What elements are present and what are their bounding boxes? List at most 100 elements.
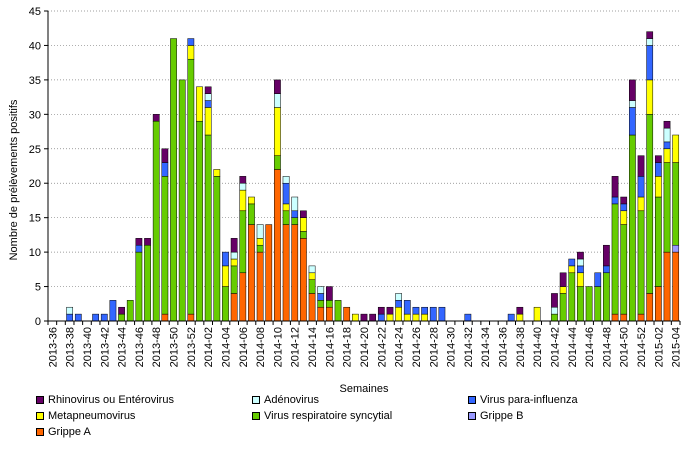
- bar-segment: [386, 306, 394, 315]
- bar-segment: [351, 313, 359, 322]
- bar-segment: [66, 313, 74, 322]
- bar-segment: [109, 300, 117, 322]
- bar-segment: [585, 286, 593, 322]
- x-tick-label: 2014-44: [567, 327, 579, 367]
- bar-segment: [663, 120, 671, 129]
- bar-segment: [620, 313, 628, 322]
- x-tick-label: 2015-02: [653, 327, 665, 367]
- bar-segment: [395, 293, 402, 301]
- x-tick-label: 2013-50: [169, 327, 181, 367]
- bar-segment: [135, 238, 143, 246]
- x-tick-label: 2014-40: [532, 327, 544, 367]
- bar-segment: [317, 306, 325, 322]
- bar-segment: [118, 306, 125, 315]
- bar-segment: [204, 86, 212, 94]
- bar-segment: [403, 300, 411, 315]
- bar-segment: [646, 45, 654, 81]
- legend-item: Virus respiratoire syncytial: [252, 410, 392, 422]
- bars: [66, 31, 680, 322]
- bar-segment: [577, 251, 584, 260]
- x-tick-label: 2014-28: [428, 327, 440, 367]
- bar-segment: [291, 224, 299, 322]
- legend-label: Virus para-influenza: [480, 394, 578, 406]
- bar-segment: [239, 189, 247, 212]
- bar-segment: [603, 272, 610, 322]
- x-tick-label: 2013-44: [117, 327, 129, 367]
- x-tick-label: 2014-22: [376, 327, 388, 367]
- bar-segment: [161, 162, 169, 177]
- y-tick-label: 10: [29, 247, 41, 259]
- legend-swatch: [468, 412, 476, 420]
- bar-segment: [577, 258, 584, 267]
- bar-segment: [672, 134, 680, 163]
- bar-segment: [222, 265, 229, 287]
- bar-segment: [248, 203, 255, 225]
- bar-segment: [654, 162, 662, 177]
- bar-segment: [230, 265, 238, 294]
- legend-item: Virus para-influenza: [468, 394, 578, 406]
- bar-segment: [334, 300, 342, 322]
- bar-segment: [178, 79, 186, 322]
- bar-segment: [551, 313, 558, 322]
- bar-segment: [282, 203, 290, 212]
- x-tick-label: 2014-34: [480, 327, 492, 367]
- bar-segment: [213, 169, 221, 177]
- bar-segment: [551, 306, 558, 315]
- bar-segment: [672, 162, 680, 246]
- bar-segment: [317, 300, 325, 308]
- bar-segment: [187, 45, 195, 60]
- bar-segment: [577, 272, 584, 287]
- x-tick-label: 2013-48: [151, 327, 163, 367]
- bar-segment: [654, 176, 662, 198]
- bar-segment: [204, 100, 212, 108]
- bar-segment: [213, 176, 221, 322]
- bar-segment: [663, 127, 671, 143]
- legend-item: Grippe A: [36, 426, 91, 438]
- bar-segment: [230, 251, 238, 260]
- x-tick-label: 2013-46: [134, 327, 146, 367]
- bar-segment: [654, 155, 662, 163]
- x-tick-label: 2014-16: [324, 327, 336, 367]
- bar-segment: [126, 300, 134, 322]
- bar-segment: [663, 162, 671, 253]
- legend-label: Virus respiratoire syncytial: [264, 410, 393, 422]
- bar-segment: [629, 134, 636, 322]
- bar-segment: [152, 120, 160, 322]
- bar-segment: [646, 31, 654, 39]
- bar-segment: [300, 217, 307, 232]
- bar-segment: [429, 306, 437, 322]
- bar-segment: [74, 313, 82, 322]
- bar-segment: [412, 306, 420, 315]
- x-tick-labels: 2013-36 2013-38 2013-40 2013-42 2013-44 2013-…: [47, 327, 682, 367]
- bar-segment: [274, 155, 281, 170]
- x-tick-label: 2013-38: [65, 327, 77, 367]
- legend-swatch: [252, 396, 260, 404]
- bar-segment: [577, 265, 584, 274]
- bar-segment: [256, 244, 264, 253]
- legend-swatch: [252, 412, 260, 420]
- x-tick-label: 2014-38: [515, 327, 527, 367]
- bar-segment: [464, 313, 472, 322]
- bar-segment: [204, 93, 212, 101]
- y-tick-label: 35: [29, 75, 41, 87]
- bar-segment: [654, 196, 662, 287]
- bar-segment: [646, 293, 654, 322]
- x-tick-label: 2014-14: [307, 327, 319, 367]
- x-tick-label: 2014-08: [255, 327, 267, 367]
- bar-segment: [187, 38, 195, 46]
- bar-segment: [403, 313, 411, 322]
- bar-segment: [239, 182, 247, 191]
- bar-segment: [611, 176, 619, 198]
- bar-segment: [308, 279, 316, 294]
- bar-segment: [308, 272, 316, 280]
- bar-segment: [222, 286, 229, 322]
- bar-segment: [611, 203, 619, 315]
- x-tick-label: 2014-26: [411, 327, 423, 367]
- bar-segment: [144, 244, 151, 322]
- bar-segment: [594, 286, 602, 322]
- bar-segment: [291, 196, 299, 212]
- legend-item: Adénovirus: [252, 394, 319, 406]
- bar-segment: [204, 134, 212, 322]
- bar-segment: [654, 286, 662, 322]
- bar-segment: [326, 306, 333, 322]
